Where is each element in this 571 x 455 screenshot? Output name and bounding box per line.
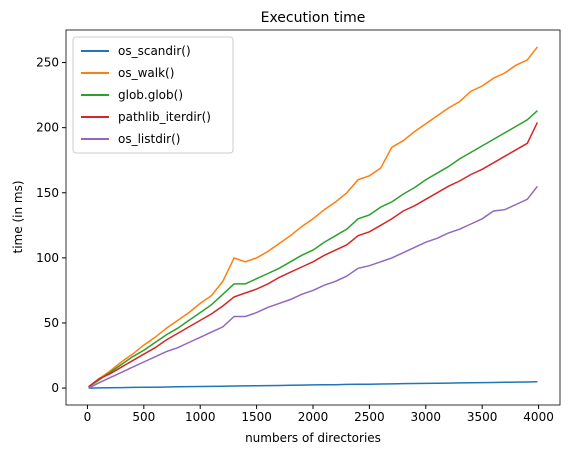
legend: os_scandir() os_walk() glob.glob() pathlib_… <box>72 36 234 154</box>
y-tick-label: 200 <box>36 121 59 135</box>
series-line <box>88 381 538 389</box>
y-tick-label: 0 <box>51 381 59 395</box>
legend-label: os_walk() <box>118 66 174 80</box>
x-tick-label: 3000 <box>411 410 442 424</box>
x-tick-label: 1000 <box>185 410 216 424</box>
legend-label: glob.glob() <box>118 88 183 102</box>
x-tick-label: 500 <box>132 410 155 424</box>
x-tick-label: 0 <box>84 410 92 424</box>
series-line <box>88 46 538 388</box>
y-tick-label: 100 <box>36 251 59 265</box>
x-tick-label: 2500 <box>354 410 385 424</box>
legend-box <box>72 36 234 154</box>
legend-label: os_scandir() <box>118 44 191 58</box>
x-tick-label: 1500 <box>241 410 272 424</box>
x-tick-label: 4000 <box>523 410 554 424</box>
x-tick-label: 2000 <box>298 410 329 424</box>
y-tick-label: 150 <box>36 186 59 200</box>
plot-frame <box>65 29 561 406</box>
series-line <box>88 185 538 389</box>
series-line <box>88 110 538 388</box>
x-tick-label: 3500 <box>467 410 498 424</box>
chart-title: Execution time <box>261 10 366 26</box>
legend-label: pathlib_iterdir() <box>118 110 211 124</box>
legend-label: os_listdir() <box>118 132 180 146</box>
x-axis-label: numbers of directories <box>245 431 381 445</box>
y-axis-label: time (in ms) <box>11 181 25 254</box>
y-tick-label: 50 <box>44 316 59 330</box>
y-tick-label: 250 <box>36 56 59 70</box>
series-line <box>88 122 539 388</box>
